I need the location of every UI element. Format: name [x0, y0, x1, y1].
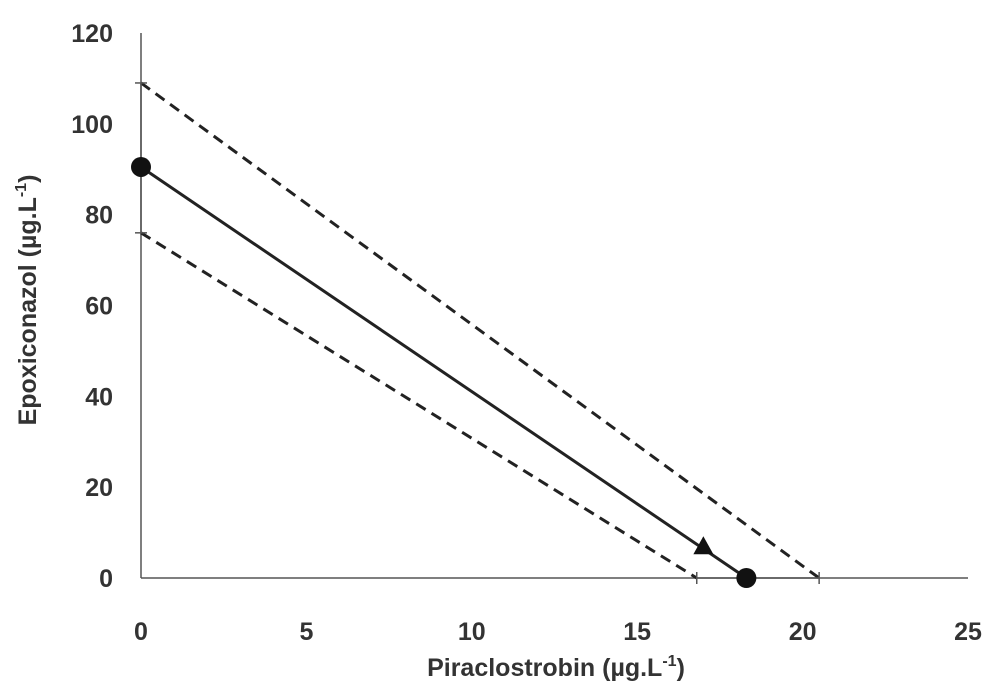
x-tick-label: 10: [458, 618, 486, 646]
axes: [140, 33, 968, 579]
y-tick-label: 20: [85, 474, 113, 502]
triangle-marker: [693, 536, 714, 555]
series-lines: [140, 81, 821, 580]
x-tick-label: 20: [789, 618, 817, 646]
additivity-line: [140, 165, 748, 580]
dashed-limit-line: [140, 81, 821, 580]
x-axis-title: Piraclostrobin (µg.L-1): [427, 653, 685, 682]
x-tick-label: 25: [954, 618, 982, 646]
y-axis-title: Epoxiconazol (µg.L-1): [13, 175, 42, 426]
x-tick-label: 15: [623, 618, 651, 646]
data-markers: [131, 156, 757, 588]
y-tick-label: 120: [71, 20, 113, 48]
x-tick-label: 0: [134, 618, 148, 646]
y-tick-label: 100: [71, 111, 113, 139]
dashed-limit-line: [140, 231, 698, 580]
x-axis-ticks: 0 5 10 15 20 25: [134, 618, 982, 646]
circle-marker: [736, 568, 757, 588]
y-tick-label: 80: [85, 202, 113, 230]
x-tick-label: 5: [299, 618, 313, 646]
y-tick-label: 60: [85, 293, 113, 321]
y-axis-ticks: 0 20 40 60 80 100 120: [71, 20, 113, 593]
y-tick-label: 40: [85, 383, 113, 411]
circle-marker: [131, 156, 151, 177]
error-bars: [135, 82, 820, 584]
y-tick-label: 0: [99, 565, 113, 593]
